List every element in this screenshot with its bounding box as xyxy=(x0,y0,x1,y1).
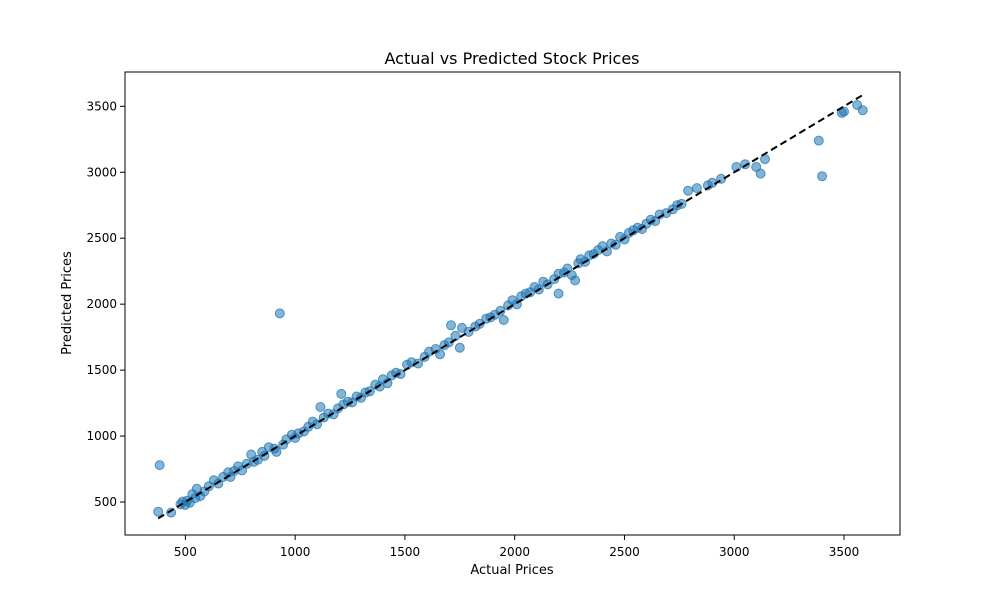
chart-title: Actual vs Predicted Stock Prices xyxy=(384,49,639,68)
y-axis-label: Predicted Prices xyxy=(60,251,75,355)
y-axis-ticks: 500 1000 1500 2000 2500 3000 3500 xyxy=(86,99,125,509)
x-axis-label: Actual Prices xyxy=(470,563,554,578)
data-point xyxy=(570,275,581,286)
y-tick-label: 3500 xyxy=(86,99,117,113)
x-tick-label: 500 xyxy=(174,545,197,559)
data-point xyxy=(154,460,165,471)
y-tick-label: 1500 xyxy=(86,363,117,377)
x-tick-label: 3500 xyxy=(829,545,860,559)
x-axis-ticks: 500 1000 1500 2000 2500 3000 3500 xyxy=(174,535,859,559)
data-point xyxy=(274,308,285,319)
data-point xyxy=(498,315,509,325)
x-tick-label: 3000 xyxy=(719,545,750,559)
y-tick-label: 3000 xyxy=(86,165,117,179)
y-tick-label: 2500 xyxy=(86,231,117,245)
data-point xyxy=(553,288,564,299)
x-tick-label: 1500 xyxy=(390,545,421,559)
y-tick-label: 2000 xyxy=(86,297,117,311)
y-tick-label: 500 xyxy=(94,495,117,509)
reference-line xyxy=(157,94,864,520)
points-layer xyxy=(153,100,868,518)
reference-line-layer xyxy=(157,94,864,520)
x-tick-label: 1000 xyxy=(280,545,311,559)
data-point xyxy=(395,369,406,380)
data-point xyxy=(839,106,849,117)
data-point xyxy=(683,185,694,196)
data-point xyxy=(813,135,824,146)
data-point xyxy=(755,168,766,179)
data-point xyxy=(610,239,621,250)
data-point xyxy=(413,358,424,369)
data-point xyxy=(435,349,445,360)
data-point xyxy=(446,320,456,331)
data-point xyxy=(454,342,465,353)
data-point xyxy=(336,388,347,399)
data-point xyxy=(817,171,828,182)
y-tick-label: 1000 xyxy=(86,429,117,443)
x-tick-label: 2500 xyxy=(609,545,640,559)
data-point xyxy=(474,318,485,329)
x-tick-label: 2000 xyxy=(499,545,530,559)
axes-frame xyxy=(124,71,901,536)
data-point xyxy=(315,402,326,412)
data-point xyxy=(857,105,868,116)
data-point xyxy=(691,183,702,194)
data-point xyxy=(153,506,164,517)
